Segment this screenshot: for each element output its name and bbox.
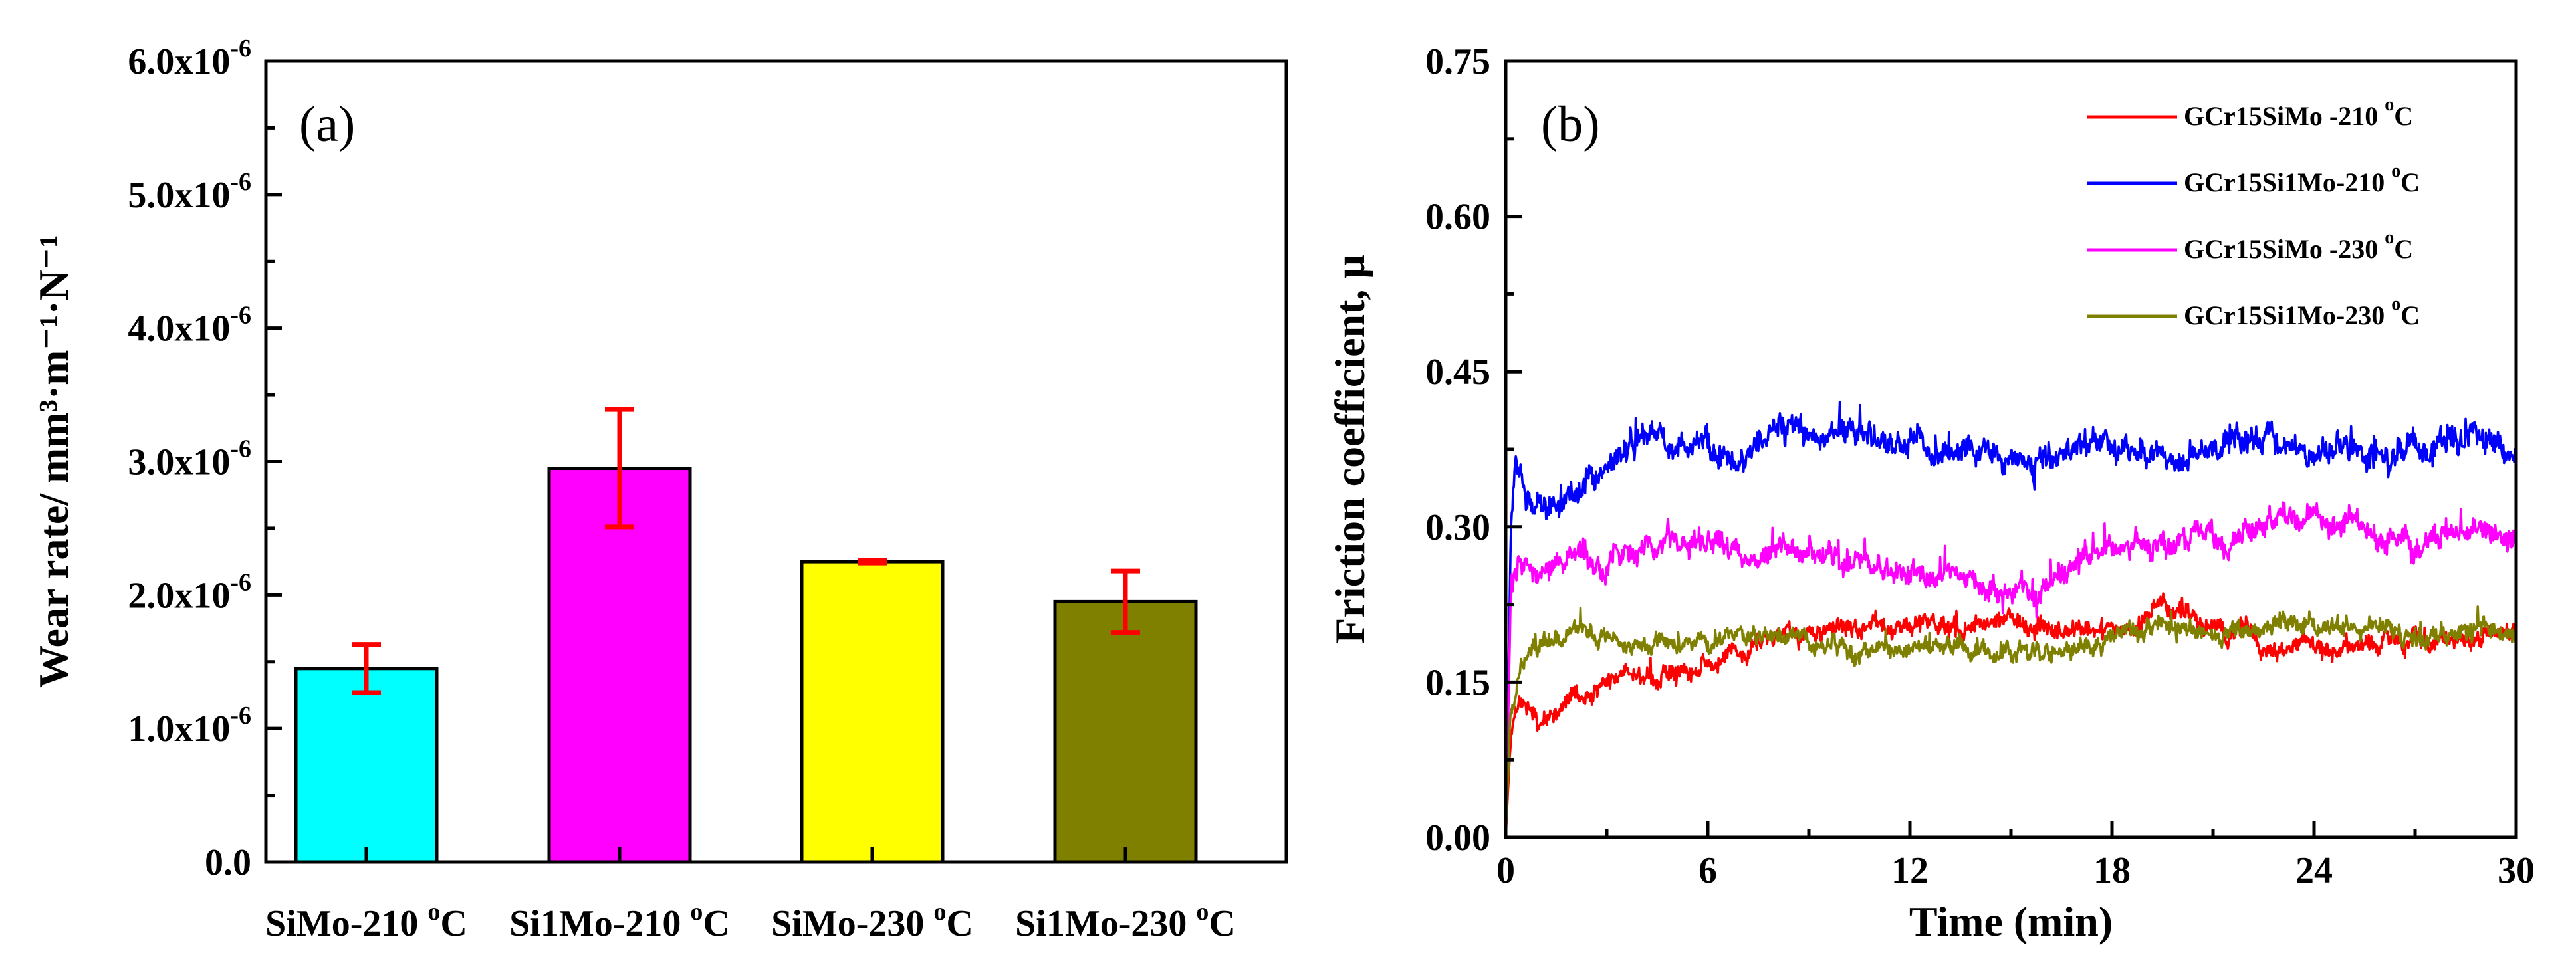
unit-label: C bbox=[440, 903, 467, 944]
x-axis-labels-a: SiMo-210 oC Si1Mo-210 oC SiMo-230 oC Si1Mo-… bbox=[265, 898, 1236, 944]
panel-b: 0.00 0.15 0.30 0.45 0.60 0.75 0 6 12 18 24 30 GCr1… bbox=[1326, 41, 2535, 945]
category-name: SiMo-230 bbox=[771, 903, 933, 944]
series-line-0 bbox=[1506, 592, 2516, 837]
unit-label: C bbox=[2394, 234, 2413, 264]
series-line-1 bbox=[1506, 401, 2516, 837]
x-axis-ticks-b: 0 6 12 18 24 30 bbox=[1496, 821, 2535, 891]
y-tick-exponent: -6 bbox=[230, 435, 251, 463]
y-tick-value: 0.15 bbox=[1425, 662, 1490, 703]
panel-letter-a: (a) bbox=[299, 96, 355, 152]
legend-label-1: GCr15Si1Mo-210 oC bbox=[2184, 161, 2420, 197]
y-tick-label-a: 1.0x10-6 bbox=[128, 702, 251, 750]
unit-label: C bbox=[2400, 167, 2420, 197]
error-bars bbox=[352, 407, 1140, 695]
x-tick-label-a: SiMo-230 oC bbox=[771, 898, 973, 944]
legend-series-name: GCr15Si1Mo-230 bbox=[2184, 300, 2391, 330]
y-axis-ticks-a: 0.01.0x10-62.0x10-63.0x10-64.0x10-65.0x1… bbox=[128, 35, 282, 883]
y-tick-label-b: 0.15 bbox=[1425, 662, 1490, 703]
degree-symbol: o bbox=[2385, 227, 2394, 248]
y-tick-exponent: -6 bbox=[230, 35, 251, 62]
legend-label-2: GCr15SiMo -230 oC bbox=[2184, 227, 2413, 264]
y-tick-mantissa: 2.0x10 bbox=[128, 575, 230, 616]
unit-label: C bbox=[1209, 903, 1235, 944]
y-tick-value: 0.75 bbox=[1425, 41, 1490, 82]
x-tick-label-b: 24 bbox=[2295, 850, 2333, 891]
y-tick-value: 0.0 bbox=[205, 842, 251, 883]
panel-letter-b: (b) bbox=[1541, 96, 1600, 152]
bar-si1mo-230 bbox=[1053, 599, 1198, 864]
y-tick-exponent: -6 bbox=[230, 168, 251, 196]
degree-symbol: o bbox=[933, 898, 946, 926]
degree-symbol: o bbox=[2391, 294, 2400, 314]
x-tick-value: 6 bbox=[1698, 850, 1717, 891]
x-tick-value: 24 bbox=[2295, 850, 2333, 891]
degree-symbol: o bbox=[1196, 898, 1209, 926]
legend-label-0: GCr15SiMo -210 oC bbox=[2184, 94, 2413, 131]
unit-label: C bbox=[946, 903, 973, 944]
x-tick-label-b: 30 bbox=[2498, 850, 2535, 891]
y-tick-label-a: 5.0x10-6 bbox=[128, 168, 251, 216]
x-tick-label-b: 6 bbox=[1698, 850, 1717, 891]
y-axis-title-a: Wear rate/ mm³·m⁻¹·N⁻¹ bbox=[30, 235, 77, 688]
y-tick-label-a: 3.0x10-6 bbox=[128, 435, 251, 483]
x-tick-label-a: Si1Mo-230 oC bbox=[1015, 898, 1236, 944]
degree-symbol: o bbox=[2385, 94, 2394, 115]
y-tick-label-a: 6.0x10-6 bbox=[128, 35, 251, 82]
degree-symbol: o bbox=[690, 898, 703, 926]
y-tick-label-a: 0.0 bbox=[205, 842, 251, 883]
series-line-2 bbox=[1506, 501, 2516, 837]
y-tick-value: 0.45 bbox=[1425, 352, 1490, 393]
category-name: Si1Mo-230 bbox=[1015, 903, 1196, 944]
y-tick-exponent: -6 bbox=[230, 568, 251, 596]
x-tick-value: 12 bbox=[1891, 850, 1929, 891]
bar-simo-230 bbox=[800, 560, 945, 864]
y-tick-exponent: -6 bbox=[230, 302, 251, 330]
category-name: SiMo-210 bbox=[265, 903, 427, 944]
y-tick-label-b: 0.60 bbox=[1425, 197, 1490, 238]
y-tick-value: 0.00 bbox=[1425, 817, 1490, 859]
y-tick-mantissa: 3.0x10 bbox=[128, 442, 230, 483]
degree-symbol: o bbox=[427, 898, 440, 926]
unit-label: C bbox=[2400, 300, 2420, 330]
x-tick-value: 0 bbox=[1496, 850, 1515, 891]
y-tick-value: 0.60 bbox=[1425, 197, 1490, 238]
y-tick-label-b: 0.30 bbox=[1425, 507, 1490, 548]
unit-label: C bbox=[703, 903, 729, 944]
y-tick-mantissa: 6.0x10 bbox=[128, 41, 230, 82]
legend-series-name: GCr15SiMo -210 bbox=[2184, 101, 2385, 131]
x-tick-value: 30 bbox=[2498, 850, 2535, 891]
y-tick-label-b: 0.45 bbox=[1425, 352, 1490, 393]
x-tick-label-a: SiMo-210 oC bbox=[265, 898, 467, 944]
degree-symbol: o bbox=[2391, 161, 2400, 181]
legend-label-3: GCr15Si1Mo-230 oC bbox=[2184, 294, 2420, 330]
legend-series-name: GCr15SiMo -230 bbox=[2184, 234, 2385, 264]
series-line-3 bbox=[1506, 605, 2516, 837]
legend-series-name: GCr15Si1Mo-210 bbox=[2184, 167, 2391, 197]
unit-label: C bbox=[2394, 101, 2413, 131]
y-axis-ticks-b: 0.00 0.15 0.30 0.45 0.60 0.75 bbox=[1425, 41, 1522, 859]
x-tick-label-b: 18 bbox=[2093, 850, 2131, 891]
line-series bbox=[1506, 401, 2516, 837]
x-axis-ticks-a bbox=[364, 847, 1127, 862]
x-tick-label-b: 12 bbox=[1891, 850, 1929, 891]
y-tick-mantissa: 1.0x10 bbox=[128, 708, 230, 750]
category-name: Si1Mo-210 bbox=[509, 903, 690, 944]
y-tick-label-b: 0.00 bbox=[1425, 817, 1490, 859]
x-axis-title-b: Time (min) bbox=[1909, 898, 2113, 945]
x-tick-value: 18 bbox=[2093, 850, 2131, 891]
y-tick-mantissa: 5.0x10 bbox=[128, 175, 230, 216]
y-axis-title-b: Friction coefficient, μ bbox=[1326, 255, 1373, 643]
y-tick-label-b: 0.75 bbox=[1425, 41, 1490, 82]
x-tick-label-a: Si1Mo-210 oC bbox=[509, 898, 730, 944]
y-tick-exponent: -6 bbox=[230, 702, 251, 730]
y-tick-value: 0.30 bbox=[1425, 507, 1490, 548]
y-tick-label-a: 4.0x10-6 bbox=[128, 302, 251, 350]
y-tick-label-a: 2.0x10-6 bbox=[128, 568, 251, 616]
y-tick-mantissa: 4.0x10 bbox=[128, 308, 230, 350]
bar-simo-210 bbox=[294, 667, 439, 864]
panel-a: 0.01.0x10-62.0x10-63.0x10-64.0x10-65.0x1… bbox=[30, 35, 1288, 944]
x-tick-label-b: 0 bbox=[1496, 850, 1515, 891]
